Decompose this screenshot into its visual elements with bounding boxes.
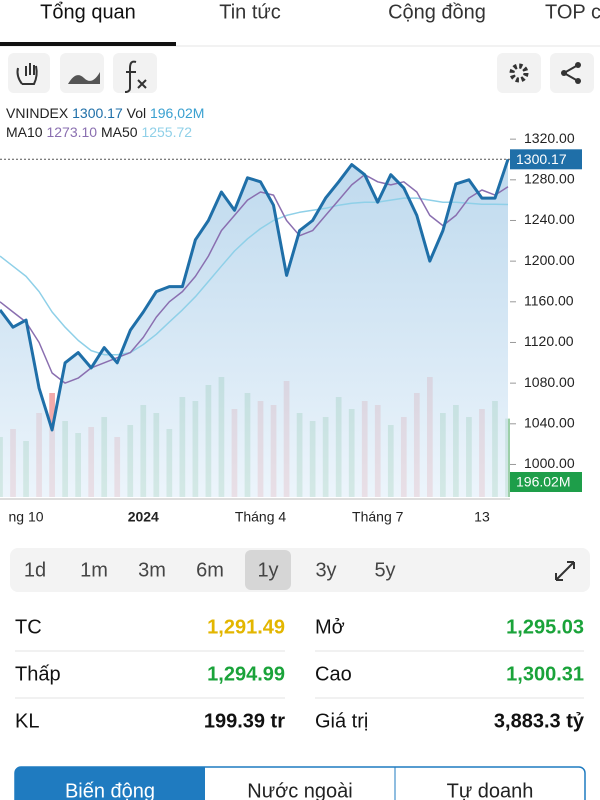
series-line <box>0 197 509 356</box>
bottom-tab-active <box>15 767 205 800</box>
y-tick-label: 1160.00 <box>524 293 574 309</box>
series-line <box>0 173 509 384</box>
period-bar <box>10 548 590 592</box>
price-area <box>0 159 508 498</box>
bottom-tab[interactable]: Biến động <box>65 780 155 800</box>
y-tick-label: 1240.00 <box>524 211 575 227</box>
legend-line-2: MA10 1273.10 MA50 1255.72 <box>6 124 192 140</box>
y-tick-label: 1200.00 <box>524 252 575 268</box>
stat-value: 1,294.99 <box>207 663 285 685</box>
area-button[interactable] <box>60 53 104 93</box>
series-line <box>0 158 510 432</box>
top-tab[interactable]: Tin tức <box>219 1 281 23</box>
share-button[interactable] <box>550 53 594 93</box>
bottom-tab[interactable]: Nước ngoài <box>247 780 352 800</box>
stat-value: 1,300.31 <box>506 663 584 685</box>
y-tick-label: 1320.00 <box>524 130 575 146</box>
last-price-label: 1300.17 <box>516 151 567 167</box>
plot <box>0 158 510 498</box>
x-tick-label: Tháng 4 <box>235 509 287 525</box>
active-tab-indicator <box>0 42 176 46</box>
period-button[interactable]: 6m <box>196 559 224 581</box>
x-tick-label: 13 <box>474 509 490 525</box>
last-volume-box <box>510 472 582 492</box>
fx-icon <box>124 60 147 93</box>
legend-line-1: VNINDEX 1300.17 Vol 196,02M <box>6 105 204 121</box>
period-button[interactable]: 5y <box>374 559 395 581</box>
stat-value: 3,883.3 tỷ <box>494 710 585 732</box>
period-button[interactable]: 1m <box>80 559 108 581</box>
expand-icon[interactable] <box>555 561 575 581</box>
top-tab[interactable]: TOP c <box>545 1 600 23</box>
stat-label: Cao <box>315 663 352 685</box>
y-tick-label: 1000.00 <box>524 455 575 471</box>
stat-value: 1,291.49 <box>207 616 285 638</box>
x-tick-label: 2024 <box>128 509 159 525</box>
period-button[interactable]: 3m <box>138 559 166 581</box>
top-tab[interactable]: Tổng quan <box>40 1 136 23</box>
settings-button[interactable] <box>497 53 541 93</box>
y-tick-label: 1120.00 <box>524 333 574 349</box>
stat-label: TC <box>15 616 42 638</box>
stat-label: KL <box>15 710 39 732</box>
stat-label: Mở <box>315 616 345 638</box>
period-selected <box>245 550 291 590</box>
last-volume-label: 196.02M <box>516 474 570 490</box>
period-button[interactable]: 3y <box>315 559 336 581</box>
hand-icon <box>16 63 38 85</box>
bottom-tab[interactable]: Tự doanh <box>447 780 534 800</box>
y-tick-label: 1080.00 <box>524 374 575 390</box>
period-button[interactable]: 1y <box>257 559 278 581</box>
top-tab[interactable]: Cộng đồng <box>388 1 486 23</box>
toolbar <box>8 53 594 93</box>
area-icon <box>68 72 100 84</box>
period-button[interactable]: 1d <box>24 559 46 581</box>
last-price-box <box>510 149 582 170</box>
x-tick-label: Tháng 7 <box>352 509 404 525</box>
stat-label: Thấp <box>15 663 61 685</box>
y-tick-label: 1280.00 <box>524 171 575 187</box>
settings-icon <box>509 63 529 83</box>
stat-value: 199.39 tr <box>204 710 285 732</box>
stat-value: 1,295.03 <box>506 616 584 638</box>
stat-label: Giá trị <box>315 710 368 732</box>
y-tick-label: 1040.00 <box>524 415 575 431</box>
x-tick-label: ng 10 <box>9 509 44 525</box>
